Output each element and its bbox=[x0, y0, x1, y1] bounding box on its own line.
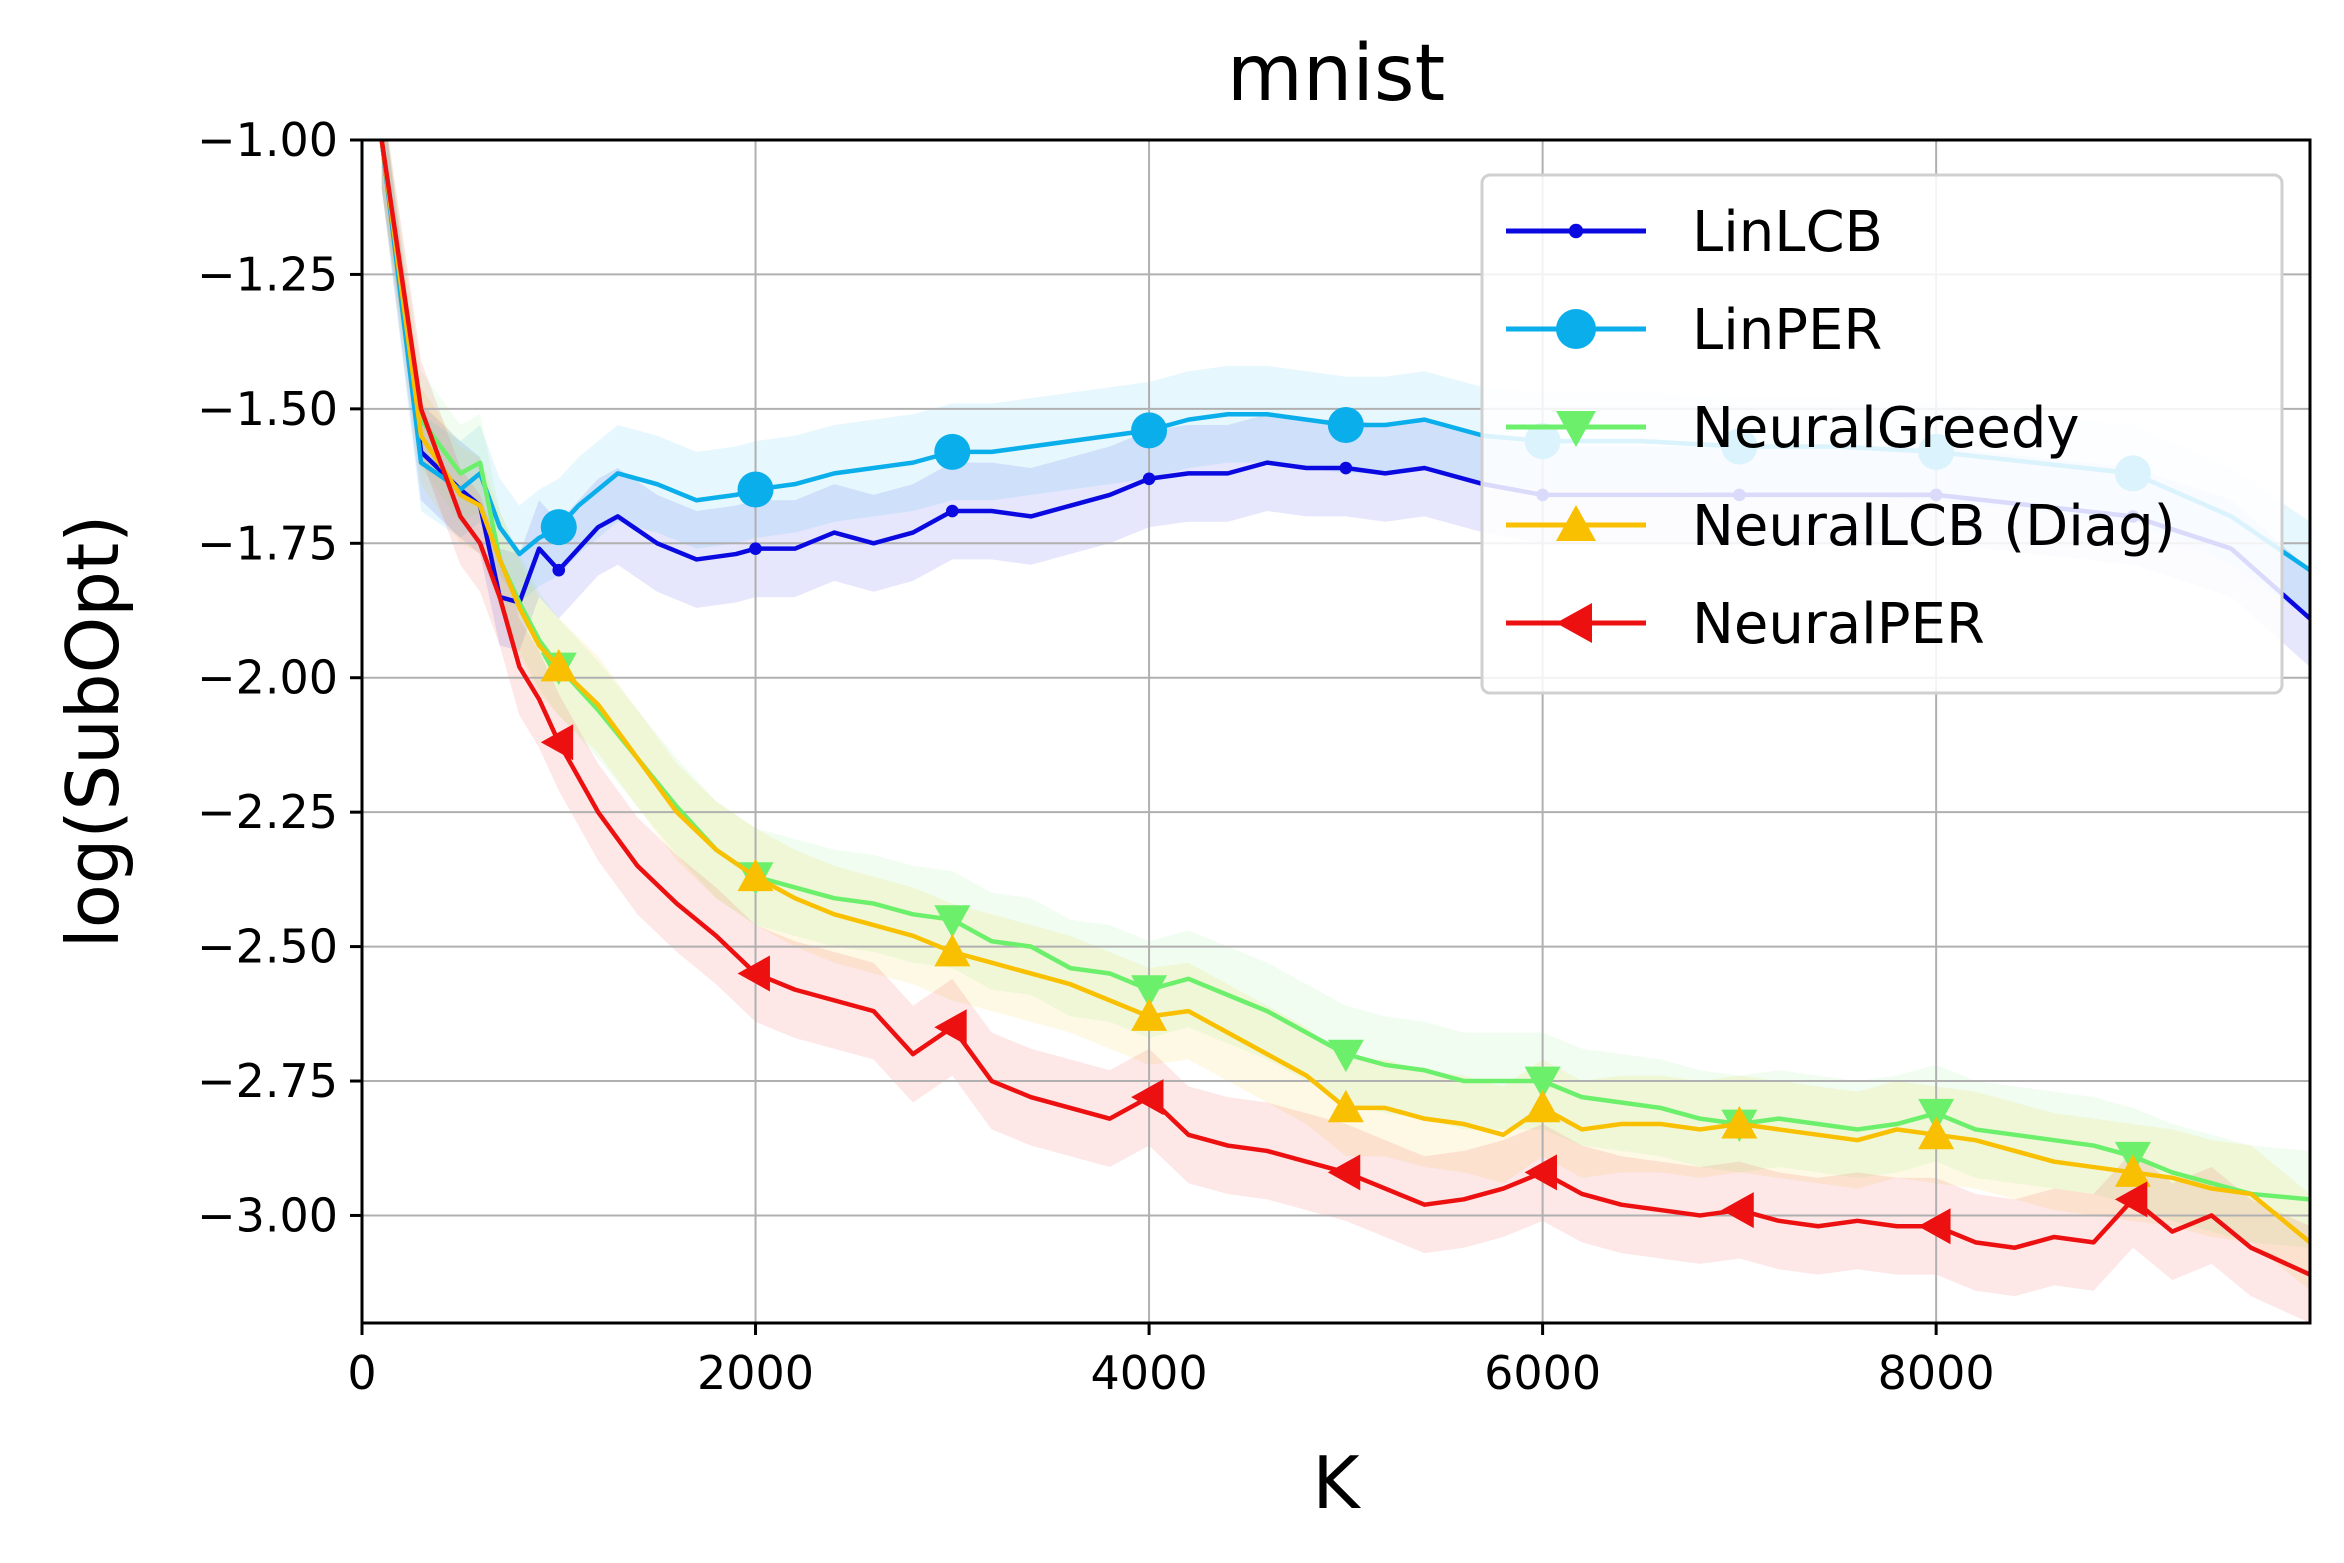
marker-linlcb bbox=[1142, 472, 1156, 486]
y-tick-label: −2.00 bbox=[197, 651, 338, 705]
legend-box bbox=[1480, 173, 2284, 695]
y-tick-label: −2.25 bbox=[197, 785, 338, 839]
marker-neurallcb-diag bbox=[1131, 998, 1168, 1031]
marker-linlcb bbox=[749, 542, 762, 555]
y-tick-label: −1.00 bbox=[197, 113, 338, 167]
y-tick-label: −2.50 bbox=[197, 920, 338, 974]
x-tick-label: 8000 bbox=[1878, 1346, 1995, 1400]
line-neurallcb-diag bbox=[379, 140, 2310, 1245]
legend-item-linlcb: LinLCB bbox=[1506, 200, 1883, 265]
band-neuralgreedy bbox=[381, 140, 2310, 1248]
marker-neuralgreedy bbox=[1524, 1066, 1561, 1100]
y-tick-label: −1.25 bbox=[197, 247, 338, 301]
marker-neurallcb-diag bbox=[737, 858, 774, 892]
legend-label: LinPER bbox=[1692, 298, 1882, 363]
legend-marker bbox=[1556, 309, 1596, 349]
chart-title: mnist bbox=[1227, 29, 1445, 119]
marker-neuralper bbox=[1524, 1154, 1558, 1191]
x-tick-label: 2000 bbox=[697, 1346, 814, 1400]
legend-label: NeuralPER bbox=[1692, 592, 1985, 657]
marker-linlcb bbox=[946, 504, 959, 518]
marker-linlcb bbox=[1339, 461, 1353, 475]
marker-linlcb bbox=[552, 563, 566, 577]
legend-marker bbox=[1556, 603, 1592, 643]
marker-neuralgreedy bbox=[1131, 975, 1168, 1008]
marker-neuralper bbox=[1918, 1208, 1951, 1245]
y-tick-label: −2.75 bbox=[197, 1054, 338, 1108]
series-neuralper bbox=[379, 140, 2310, 1277]
legend-item-neurallcb-diag: NeuralLCB (Diag) bbox=[1506, 494, 2176, 559]
band-neuralper bbox=[381, 140, 2310, 1323]
legend-marker bbox=[1568, 223, 1584, 239]
legend-item-neuralper: NeuralPER bbox=[1506, 592, 1985, 657]
marker-neuralper bbox=[934, 1009, 967, 1046]
line-neuralper bbox=[379, 140, 2310, 1277]
plot-frame bbox=[360, 138, 2312, 1325]
y-tick-label: −1.75 bbox=[197, 516, 338, 570]
legend-label: NeuralGreedy bbox=[1692, 396, 2080, 461]
marker-neurallcb-diag bbox=[2114, 1154, 2151, 1187]
x-tick-label: 6000 bbox=[1484, 1346, 1601, 1400]
x-axis-label: K bbox=[1312, 1441, 1361, 1525]
x-tick-label: 4000 bbox=[1091, 1346, 1208, 1400]
marker-neurallcb-diag bbox=[934, 933, 971, 967]
marker-linper bbox=[737, 471, 774, 508]
marker-neuralgreedy bbox=[934, 905, 971, 938]
legend-item-neuralgreedy: NeuralGreedy bbox=[1506, 396, 2080, 461]
marker-neuralper bbox=[1131, 1079, 1164, 1116]
series-lines bbox=[379, 140, 2310, 1277]
y-axis-label: log(SubOpt) bbox=[51, 515, 135, 949]
marker-neuralper bbox=[737, 955, 770, 992]
marker-neurallcb-diag bbox=[1918, 1116, 1955, 1150]
marker-neuralper bbox=[1721, 1192, 1754, 1229]
marker-linper bbox=[934, 433, 971, 470]
marker-neurallcb-diag bbox=[540, 648, 577, 682]
marker-linper bbox=[1131, 412, 1168, 449]
marker-neurallcb-diag bbox=[1327, 1089, 1364, 1123]
x-tick-label: 0 bbox=[347, 1346, 376, 1400]
marker-neuralgreedy bbox=[1918, 1098, 1955, 1132]
y-tick-label: −3.00 bbox=[197, 1188, 338, 1242]
band-linper bbox=[381, 140, 2310, 619]
marker-linper bbox=[540, 509, 577, 546]
marker-neurallcb-diag bbox=[1524, 1089, 1561, 1123]
marker-neurallcb-diag bbox=[1721, 1106, 1758, 1139]
legend-label: LinLCB bbox=[1692, 200, 1883, 265]
marker-neuralper bbox=[540, 724, 574, 761]
y-tick-label: −1.50 bbox=[197, 382, 338, 436]
legend-marker bbox=[1556, 411, 1596, 447]
marker-linper bbox=[1327, 406, 1364, 443]
legend-item-linper: LinPER bbox=[1506, 298, 1882, 363]
legend: LinLCB LinPER NeuralGreedy NeuralLCB (Diag)… bbox=[1480, 173, 2284, 695]
marker-neuralgreedy bbox=[1327, 1039, 1364, 1073]
axis-ticks: 0 2000 4000 6000 8000 −1.00 −1.25 −1.50 −1.75 −2.… bbox=[197, 113, 1995, 1400]
legend-marker bbox=[1556, 505, 1596, 541]
legend-label: NeuralLCB (Diag) bbox=[1692, 494, 2176, 559]
marker-neuralper bbox=[2114, 1181, 2148, 1218]
marker-neuralper bbox=[1327, 1154, 1361, 1191]
series-neurallcb-diag bbox=[379, 140, 2310, 1245]
